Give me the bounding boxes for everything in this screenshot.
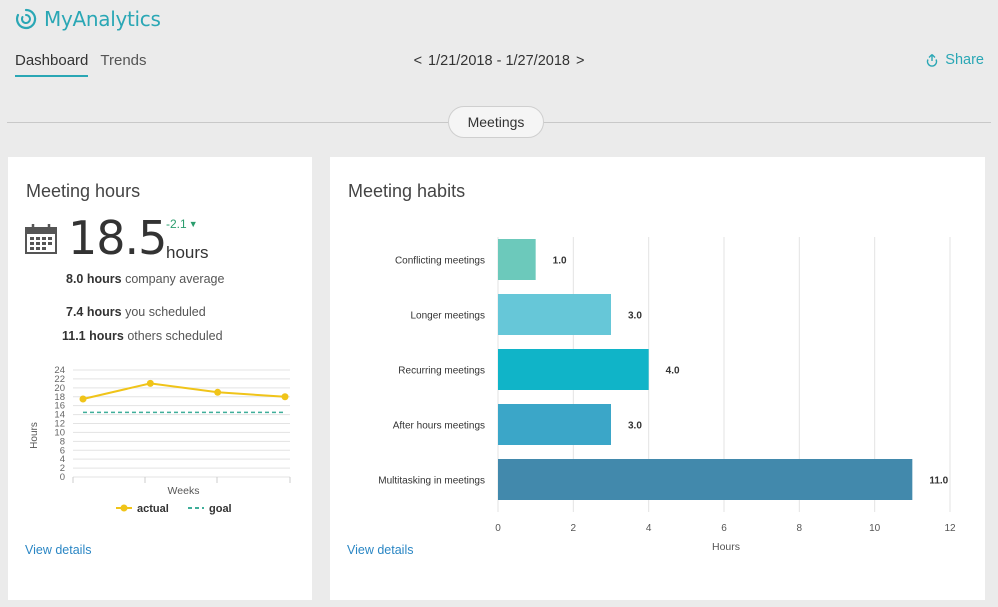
bar-category-label: After hours meetings bbox=[393, 421, 485, 432]
bar-value-label: 1.0 bbox=[553, 256, 567, 267]
meeting-habits-card: Meeting habits 0 2 4 6 8 10 12 Hours Conflicting… bbox=[330, 157, 985, 600]
tab-trends[interactable]: Trends bbox=[100, 52, 147, 69]
bar-category-label: Multitasking in meetings bbox=[378, 476, 485, 487]
meeting-hours-view-details-link[interactable]: View details bbox=[25, 543, 92, 557]
company-average-label: company average bbox=[125, 272, 225, 286]
legend-actual: actual bbox=[116, 503, 169, 515]
bar-category-label: Longer meetings bbox=[411, 311, 486, 322]
tab-dashboard[interactable]: Dashboard bbox=[15, 52, 89, 77]
meeting-hours-unit: hours bbox=[166, 243, 209, 262]
series-actual-point bbox=[146, 379, 154, 387]
x-tick-label: 2 bbox=[571, 523, 577, 534]
x-axis-label: Hours bbox=[712, 541, 740, 553]
y-tick-label: 18 bbox=[54, 392, 65, 403]
y-tick-label: 22 bbox=[54, 374, 65, 385]
tab-bar: Dashboard Trends bbox=[15, 52, 147, 77]
you-scheduled-value: 7.4 hours bbox=[66, 305, 122, 319]
others-scheduled-stat: 11.1 hours others scheduled bbox=[62, 329, 223, 343]
you-scheduled-label: you scheduled bbox=[125, 305, 206, 319]
y-tick-label: 8 bbox=[60, 436, 65, 447]
y-tick-label: 24 bbox=[54, 365, 65, 376]
meeting-hours-card: Meeting hours 18.5 -2.1 ▼ hours 8.0 hour… bbox=[8, 157, 312, 600]
bar-value-label: 4.0 bbox=[666, 366, 680, 377]
bar-value-label: 11.0 bbox=[929, 476, 948, 487]
x-tick-label: 4 bbox=[646, 523, 652, 534]
you-scheduled-stat: 7.4 hours you scheduled bbox=[66, 305, 206, 319]
meeting-habits-bar-chart: 0 2 4 6 8 10 12 Hours Conflicting meetings 1.0 Lon… bbox=[378, 237, 956, 553]
share-button[interactable]: Share bbox=[925, 52, 984, 68]
series-actual-point bbox=[214, 388, 222, 396]
bar bbox=[498, 404, 611, 445]
series-actual-line bbox=[82, 382, 286, 400]
y-tick-label: 10 bbox=[54, 427, 65, 438]
bar bbox=[498, 349, 649, 390]
x-tick-label: 10 bbox=[869, 523, 881, 534]
x-tick-label: 12 bbox=[944, 523, 956, 534]
date-range-label: 1/21/2018 - 1/27/2018 bbox=[428, 53, 570, 69]
meeting-habits-title: Meeting habits bbox=[348, 181, 466, 201]
down-arrow-icon: ▼ bbox=[188, 219, 198, 229]
y-tick-label: 4 bbox=[60, 454, 65, 465]
company-average-value: 8.0 hours bbox=[66, 272, 122, 286]
delta-value: -2.1 bbox=[166, 217, 187, 231]
calendar-icon bbox=[25, 224, 57, 254]
bar bbox=[498, 239, 536, 280]
y-axis-label: Hours bbox=[29, 422, 40, 449]
x-axis-label: Weeks bbox=[168, 485, 200, 497]
meeting-habits-view-details-link[interactable]: View details bbox=[347, 543, 414, 557]
y-tick-label: 6 bbox=[60, 445, 65, 456]
date-range: < 1/21/2018 - 1/27/2018 > bbox=[0, 53, 998, 69]
x-tick-label: 0 bbox=[495, 523, 501, 534]
myanalytics-logo-icon bbox=[15, 8, 37, 30]
meeting-hours-title: Meeting hours bbox=[26, 181, 141, 201]
next-week-button[interactable]: > bbox=[575, 53, 585, 69]
legend-label: goal bbox=[209, 503, 232, 515]
series-actual-point bbox=[79, 395, 87, 403]
app-title: MyAnalytics bbox=[44, 7, 161, 31]
others-scheduled-value: 11.1 hours bbox=[62, 329, 124, 343]
company-average-stat: 8.0 hours company average bbox=[66, 272, 224, 286]
bar-value-label: 3.0 bbox=[628, 311, 642, 322]
y-tick-label: 0 bbox=[60, 472, 65, 483]
bar-category-label: Recurring meetings bbox=[398, 366, 485, 377]
series-actual-point bbox=[281, 393, 289, 401]
y-tick-label: 2 bbox=[60, 463, 65, 474]
y-tick-label: 12 bbox=[54, 419, 65, 430]
meeting-hours-value: 18.5 bbox=[68, 211, 167, 265]
y-tick-label: 14 bbox=[54, 410, 65, 421]
x-tick-label: 8 bbox=[797, 523, 803, 534]
y-tick-label: 16 bbox=[54, 401, 65, 412]
share-label: Share bbox=[945, 52, 984, 68]
x-tick-label: 6 bbox=[721, 523, 727, 534]
share-icon bbox=[927, 54, 938, 67]
legend-label: actual bbox=[137, 503, 169, 515]
legend-goal: goal bbox=[188, 503, 232, 515]
bar-category-label: Conflicting meetings bbox=[395, 256, 485, 267]
section-meetings-pill[interactable]: Meetings bbox=[448, 106, 544, 138]
others-scheduled-label: others scheduled bbox=[127, 329, 223, 343]
previous-week-button[interactable]: < bbox=[413, 53, 423, 69]
app-header: MyAnalytics bbox=[14, 6, 161, 32]
bar-value-label: 3.0 bbox=[628, 421, 642, 432]
bar bbox=[498, 459, 913, 500]
meeting-hours-delta: -2.1 ▼ bbox=[166, 217, 198, 231]
bar bbox=[498, 294, 611, 335]
y-tick-label: 20 bbox=[54, 383, 65, 394]
